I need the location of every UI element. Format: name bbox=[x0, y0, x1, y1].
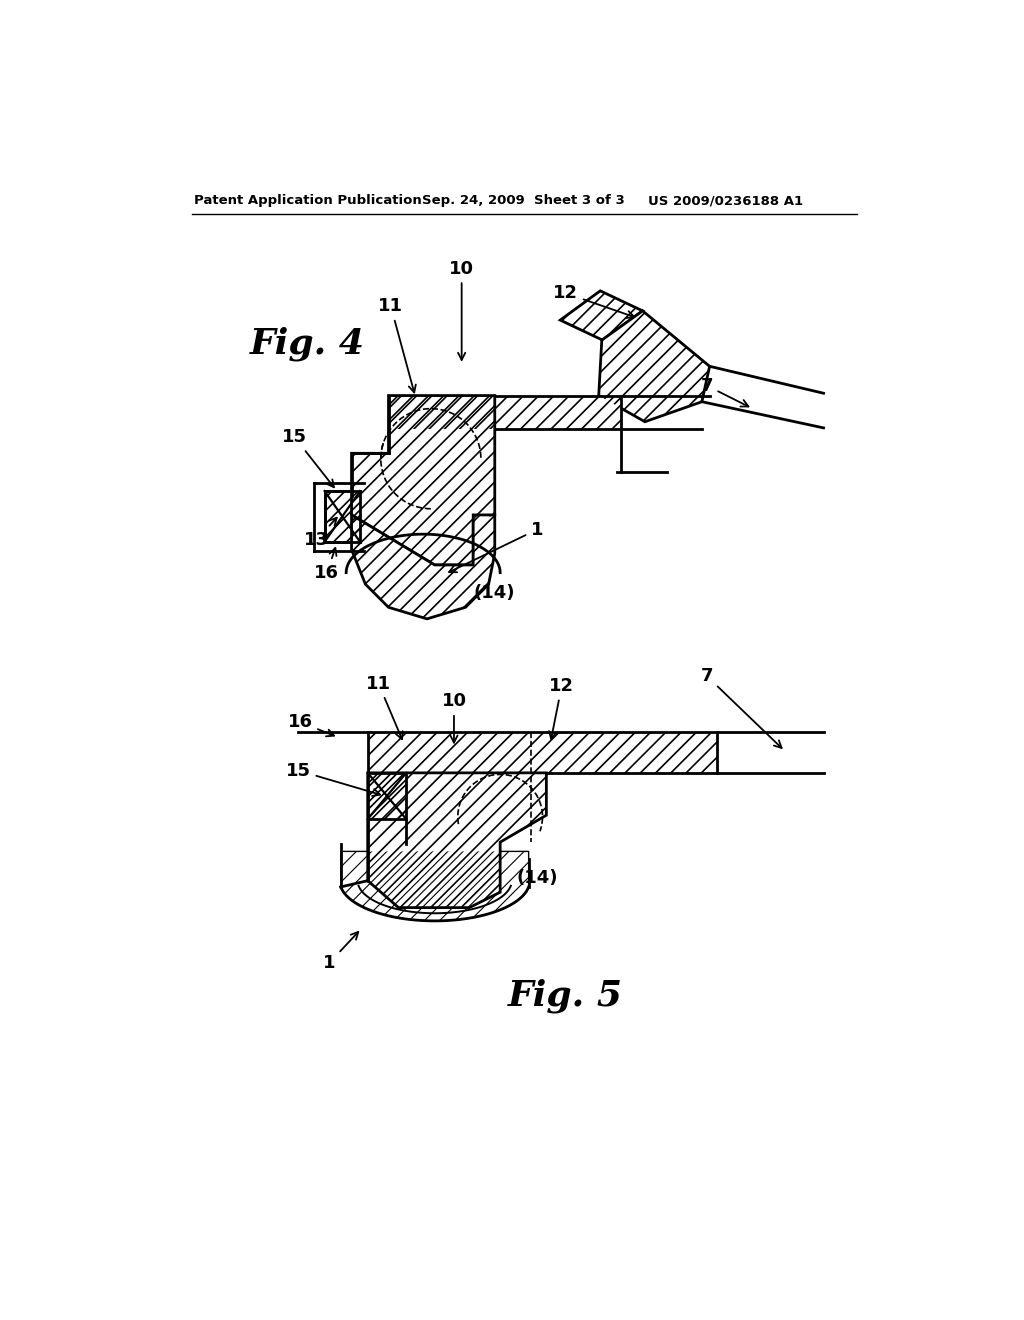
Text: 12: 12 bbox=[549, 677, 574, 739]
Text: 15: 15 bbox=[282, 428, 334, 487]
Text: 7: 7 bbox=[700, 667, 781, 748]
Text: 11: 11 bbox=[378, 297, 416, 392]
Polygon shape bbox=[560, 290, 643, 341]
Text: Fig. 5: Fig. 5 bbox=[508, 978, 623, 1012]
Polygon shape bbox=[388, 396, 621, 429]
Polygon shape bbox=[351, 515, 495, 619]
Text: 12: 12 bbox=[553, 284, 634, 318]
Text: US 2009/0236188 A1: US 2009/0236188 A1 bbox=[648, 194, 803, 207]
Text: 16: 16 bbox=[314, 548, 339, 582]
Text: 15: 15 bbox=[286, 762, 380, 796]
Text: 10: 10 bbox=[450, 260, 474, 360]
Text: Sep. 24, 2009  Sheet 3 of 3: Sep. 24, 2009 Sheet 3 of 3 bbox=[422, 194, 625, 207]
Text: 1: 1 bbox=[450, 520, 544, 573]
Text: 11: 11 bbox=[366, 675, 402, 739]
Polygon shape bbox=[351, 396, 495, 565]
Polygon shape bbox=[368, 774, 547, 908]
Polygon shape bbox=[599, 312, 710, 422]
Text: Patent Application Publication: Patent Application Publication bbox=[194, 194, 422, 207]
Polygon shape bbox=[368, 774, 407, 818]
Text: 10: 10 bbox=[441, 692, 467, 743]
Text: (14): (14) bbox=[516, 870, 558, 887]
Text: 16: 16 bbox=[288, 713, 334, 737]
Polygon shape bbox=[325, 491, 360, 543]
Text: (14): (14) bbox=[473, 585, 515, 602]
Polygon shape bbox=[341, 851, 528, 921]
Text: 13: 13 bbox=[304, 517, 337, 549]
Text: 7: 7 bbox=[700, 376, 749, 407]
Text: Fig. 4: Fig. 4 bbox=[250, 326, 365, 360]
Text: 1: 1 bbox=[323, 932, 358, 972]
Polygon shape bbox=[368, 733, 717, 774]
